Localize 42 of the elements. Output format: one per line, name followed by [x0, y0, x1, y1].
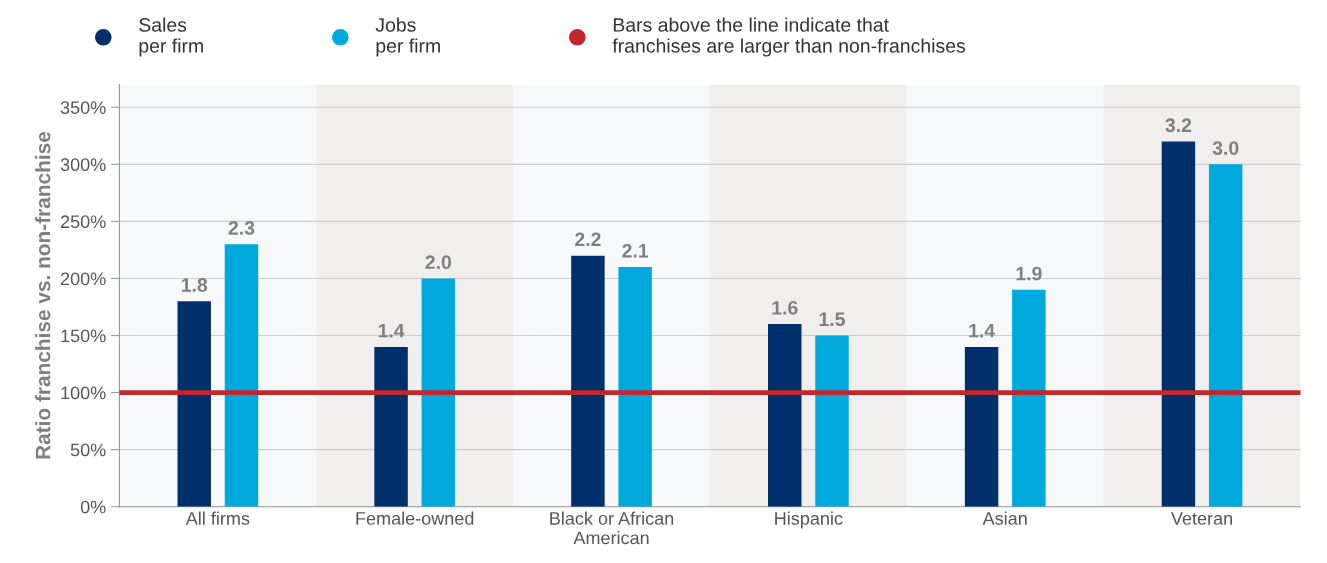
- bar: [618, 267, 652, 507]
- y-tick-label: 250%: [60, 215, 106, 229]
- bar: [224, 244, 259, 507]
- data-label: 2.1: [622, 243, 649, 258]
- bar: [1012, 289, 1046, 507]
- y-tick-label: 100%: [61, 386, 106, 400]
- bar: [815, 335, 849, 507]
- data-label: 3.0: [1212, 141, 1239, 155]
- x-tick-label: Black or African American: [550, 511, 674, 545]
- data-label: 1.5: [819, 312, 845, 327]
- x-tick-label: Veteran: [1171, 512, 1232, 525]
- y-tick-label: 50%: [70, 443, 106, 457]
- bar: [768, 324, 802, 507]
- y-tick-label: 0%: [80, 500, 106, 514]
- data-label: 1.6: [772, 300, 798, 315]
- bar: [374, 346, 408, 507]
- legend-label: Sales per firm: [139, 17, 203, 57]
- data-label: 1.8: [181, 278, 208, 292]
- bar: [571, 255, 605, 507]
- bar: [421, 278, 456, 507]
- x-tick-label: All firms: [185, 511, 250, 525]
- bar: [1208, 164, 1243, 507]
- legend-label: Jobs per firm: [375, 17, 440, 57]
- data-label: 2.3: [228, 221, 255, 235]
- x-tick-label: Female-owned: [356, 511, 474, 525]
- bar: [964, 346, 999, 507]
- bar: [177, 301, 211, 507]
- y-axis-title: Ratio franchise vs. non-franchise: [35, 131, 51, 459]
- data-label: 1.9: [1016, 266, 1042, 281]
- x-tick-label: Hispanic: [775, 511, 843, 529]
- data-label: 2.2: [575, 232, 601, 247]
- bar: [1161, 141, 1196, 507]
- x-tick-label: Asian: [982, 511, 1027, 525]
- data-label: 2.0: [425, 255, 452, 270]
- y-tick-label: 150%: [61, 329, 106, 343]
- data-label: 1.4: [378, 323, 405, 338]
- y-tick-label: 200%: [60, 272, 106, 286]
- data-label: 1.4: [969, 323, 995, 338]
- y-tick-label: 300%: [60, 158, 106, 172]
- y-tick-label: 350%: [60, 101, 106, 114]
- data-label: 3.2: [1165, 118, 1192, 133]
- legend-label: Bars above the line indicate that franchises are larger than non-franchises: [612, 17, 966, 57]
